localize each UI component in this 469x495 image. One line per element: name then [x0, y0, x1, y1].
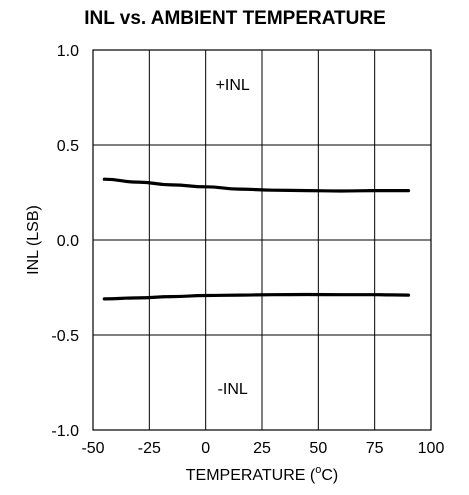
x-axis-label-main: TEMPERATURE ( [186, 467, 316, 484]
annotation-layer: +INL -INL [216, 77, 250, 398]
series-layer [102, 177, 411, 301]
x-tick-label: 25 [253, 440, 271, 457]
x-axis-label: TEMPERATURE (oC) [186, 464, 339, 484]
annotation-plus-inl: +INL [216, 77, 250, 94]
annotation-minus-inl: -INL [218, 381, 248, 398]
x-tick-label: -50 [81, 440, 104, 457]
grid-layer [93, 50, 431, 430]
x-tick-label: 100 [418, 440, 445, 457]
plot-frame [92, 49, 432, 431]
y-axis-label: INL (LSB) [25, 205, 42, 275]
y-tick-label: 0.5 [57, 138, 79, 155]
x-tick-label: 75 [366, 440, 384, 457]
y-tick-label: 1.0 [57, 43, 79, 60]
series-line-positive-inl [102, 177, 411, 193]
x-tick-label: -25 [138, 440, 161, 457]
y-tick-label: 0.0 [57, 233, 79, 250]
y-tick-label: -1.0 [51, 423, 79, 440]
x-axis-label-superscript: o [315, 464, 321, 476]
y-tick-labels: 1.0 0.5 0.0 -0.5 -1.0 [51, 43, 79, 440]
x-tick-labels: -50 -25 0 25 50 75 100 [81, 440, 444, 457]
x-tick-label: 0 [201, 440, 210, 457]
x-axis-label-end: C) [321, 467, 338, 484]
y-tick-label: -0.5 [51, 328, 79, 345]
series-line-negative-inl [102, 292, 411, 301]
chart-title: INL vs. AMBIENT TEMPERATURE [84, 8, 386, 29]
x-tick-label: 50 [309, 440, 327, 457]
